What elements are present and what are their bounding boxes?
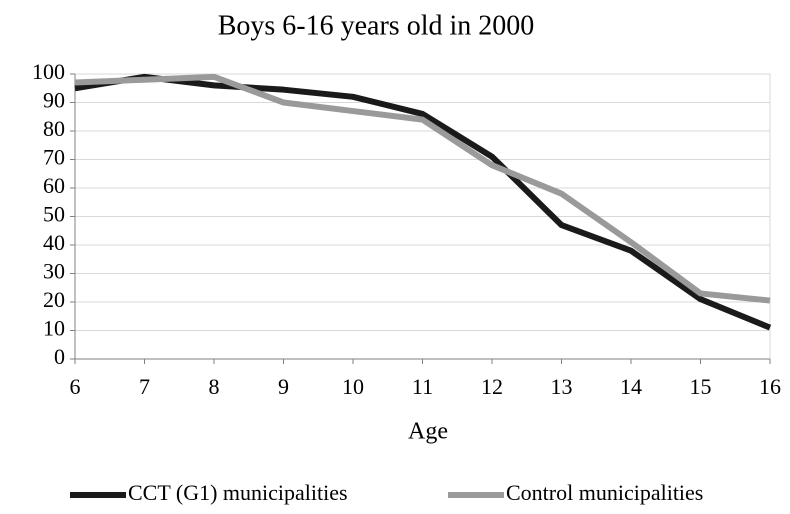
y-tick-label: 0 [54,344,65,369]
y-tick-label: 70 [43,145,65,170]
y-tick-label: 40 [43,230,65,255]
x-tick-label: 6 [70,374,81,399]
x-tick-label: 13 [551,374,573,399]
x-tick-label: 15 [690,374,712,399]
x-tick-label: 8 [209,374,220,399]
y-tick-label: 90 [43,88,65,113]
chart-title: Boys 6-16 years old in 2000 [218,10,535,41]
y-tick-label: 80 [43,116,65,141]
y-tick-label: 10 [43,316,65,341]
y-tick-label: 60 [43,173,65,198]
series-line [74,73,772,331]
legend-label: CCT (G1) municipalities [128,480,348,505]
x-tick-label: 12 [481,374,503,399]
y-tick-label: 100 [32,59,65,84]
y-tick-label: 50 [43,202,65,227]
x-tick-label: 10 [342,374,364,399]
x-axis-label: Age [408,419,448,445]
x-tick-label: 7 [139,374,150,399]
x-tick-label: 14 [620,374,642,399]
y-tick-label: 20 [43,287,65,312]
legend-label: Control municipalities [506,480,703,505]
y-tick-label: 30 [43,259,65,284]
series-line [74,73,771,304]
x-tick-label: 11 [412,374,433,399]
x-tick-label: 16 [759,374,781,399]
x-tick-label: 9 [278,374,289,399]
